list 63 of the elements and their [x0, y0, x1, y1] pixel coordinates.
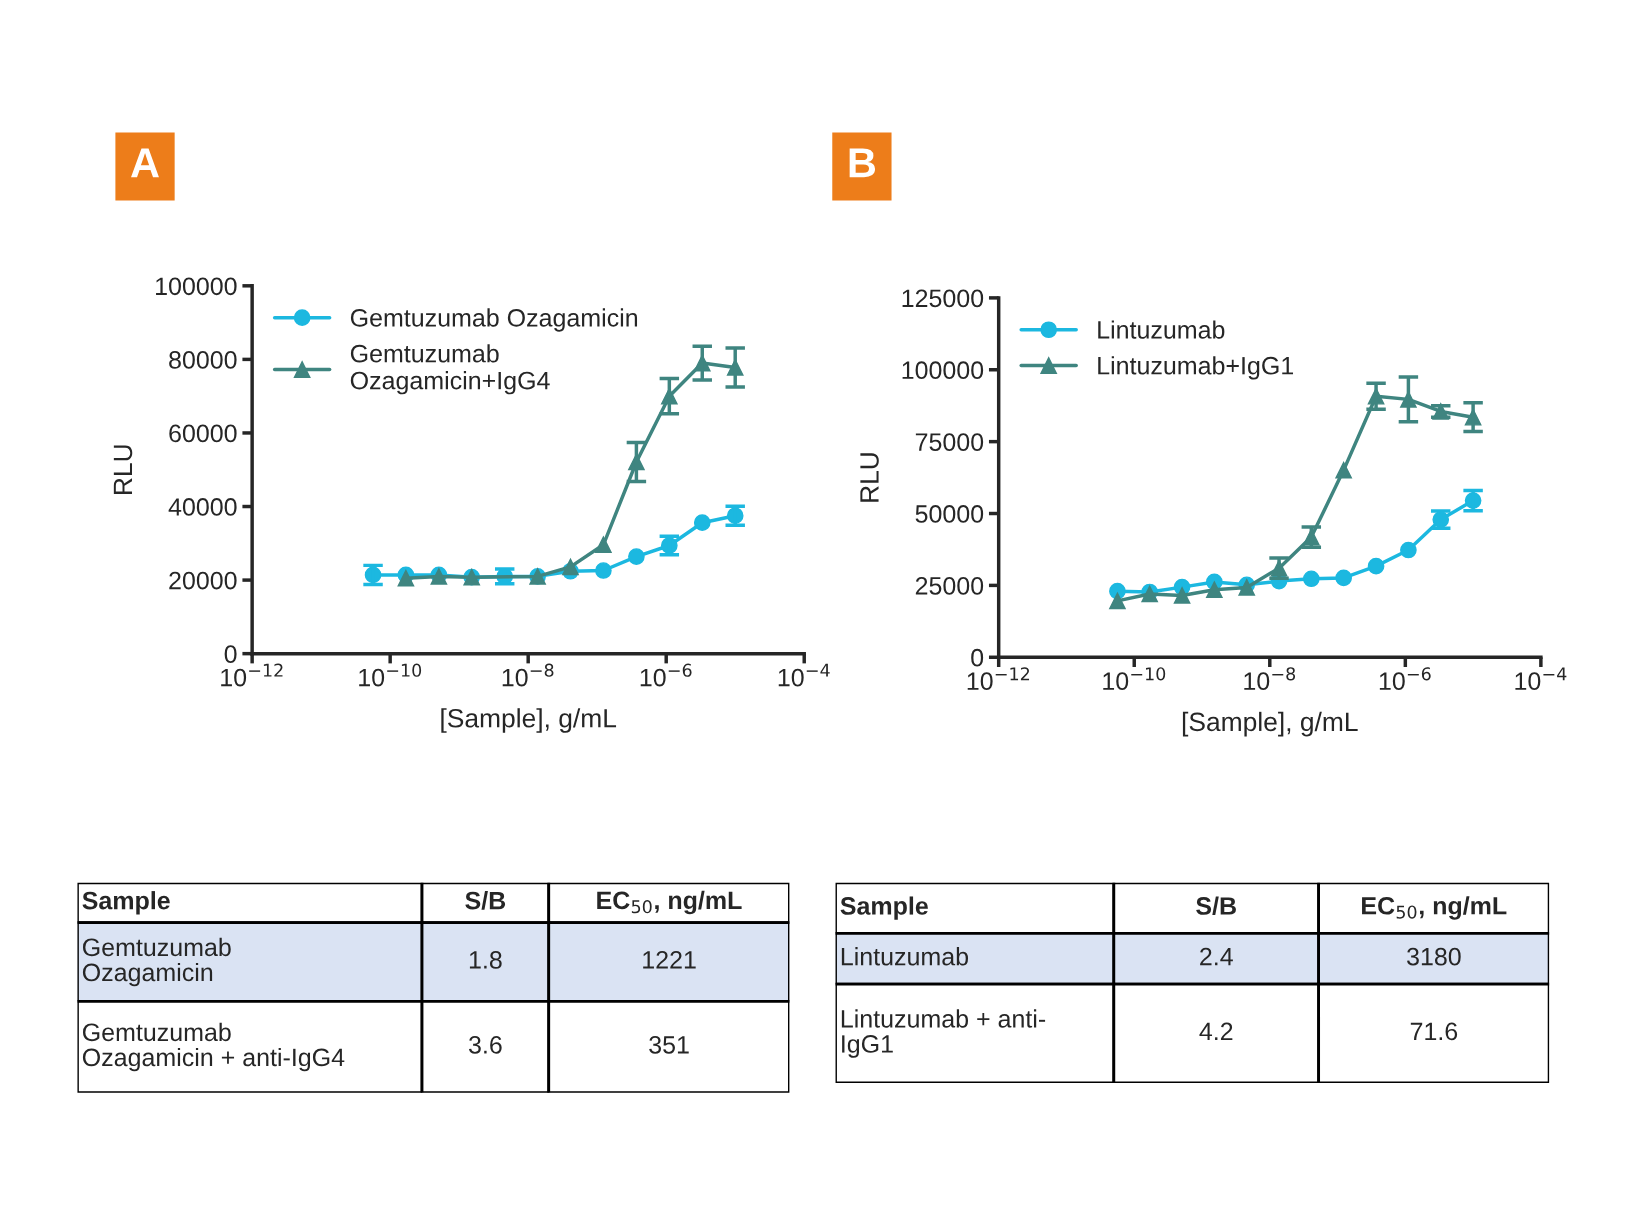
text: 2.4 [1200, 947, 1233, 966]
x-tick-label: 10$^{−6}$ [1379, 667, 1431, 691]
text: Sample [82, 891, 170, 915]
point [1335, 461, 1352, 479]
text: 71.6 [1410, 1022, 1458, 1041]
text: Lintuzumab [841, 947, 969, 966]
legend-label: Gemtuzumab Ozagamicin+IgG4 [350, 344, 550, 395]
x-tick-label: 10$^{−12}$ [967, 667, 1030, 691]
y-axis-title: RLU [113, 445, 133, 494]
y-tick-label: 80000 [169, 350, 237, 369]
legend-label: Lintuzumab [1098, 320, 1225, 339]
x-tick-label: 10$^{−10}$ [1103, 667, 1166, 691]
y-tick-label: 20000 [169, 571, 237, 590]
point [1173, 587, 1191, 604]
x-tick-label: 10$^{−8}$ [502, 663, 554, 687]
y-tick-label: 50000 [915, 505, 984, 523]
text: S/B [1196, 896, 1236, 916]
text: 1221 [643, 951, 696, 969]
text: S/B [465, 891, 506, 910]
y-tick-label: 25000 [915, 576, 984, 595]
point [1400, 541, 1417, 559]
text: EC$_{50}$, ng/mL [1362, 896, 1507, 920]
y-tick-label: 100000 [156, 277, 237, 296]
point [628, 548, 645, 565]
text: 1.8 [469, 951, 502, 969]
y-tick-label: 60000 [169, 424, 237, 443]
point [1109, 592, 1126, 610]
y-tick-label: 0 [224, 645, 237, 663]
text: 3.6 [468, 1036, 502, 1054]
point [1335, 569, 1352, 587]
point [693, 514, 711, 532]
chart-title: A [131, 148, 159, 178]
y-tick-label: 125000 [902, 289, 984, 308]
point [562, 558, 579, 576]
text: 351 [649, 1036, 689, 1054]
x-tick-label: 10$^{−4}$ [1515, 667, 1567, 691]
point [1302, 570, 1320, 588]
text: Lintuzumab + anti- IgG1 [841, 1009, 1046, 1058]
text: Gemtuzumab Ozagamicin + anti-IgG4 [82, 1022, 345, 1072]
x-axis-title: [Sample], g/mL [441, 708, 617, 733]
legend-label: Gemtuzumab Ozagamicin [350, 308, 638, 332]
x-tick-label: 10$^{−12}$ [221, 663, 283, 687]
text: Sample [840, 896, 928, 920]
point [595, 562, 612, 579]
chart-title: B [849, 148, 876, 178]
x-tick-label: 10$^{−10}$ [359, 663, 422, 687]
y-tick-label: 40000 [168, 498, 237, 516]
y-axis-title: RLU [860, 453, 879, 502]
x-tick-label: 10$^{−6}$ [640, 663, 692, 687]
y-tick-label: 0 [971, 648, 984, 667]
point [595, 536, 612, 554]
text: Gemtuzumab Ozagamicin [82, 937, 231, 987]
legend-label: Lintuzumab+IgG1 [1098, 356, 1294, 380]
x-tick-label: 10$^{−4}$ [778, 663, 830, 687]
text: EC$_{50}$, ng/mL [597, 890, 742, 915]
y-tick-label: 100000 [902, 361, 984, 380]
point [1367, 557, 1385, 575]
text: 4.2 [1199, 1022, 1233, 1040]
point [1206, 581, 1223, 599]
y-tick-label: 75000 [915, 433, 984, 451]
x-axis-title: [Sample], g/mL [1182, 711, 1358, 737]
text: 3180 [1407, 947, 1461, 966]
x-tick-label: 10$^{−8}$ [1244, 667, 1296, 691]
